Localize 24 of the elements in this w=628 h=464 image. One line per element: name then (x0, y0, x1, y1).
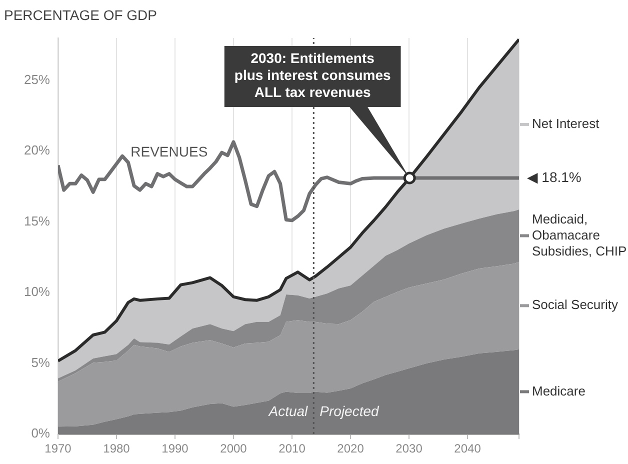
series-label: REVENUES (130, 144, 208, 160)
y-tick-label: 20% (24, 142, 50, 158)
annotation: 2030: Entitlements plus interest consumes ALL tax revenues (234, 50, 391, 100)
x-tick-label: 1980 (103, 442, 130, 456)
legend-label: Net Interest (532, 116, 600, 132)
legend-label: Medicaid, Obamacare Subsidies, CHIP (532, 211, 627, 258)
y-tick-label: 15% (24, 213, 50, 228)
x-tick-label: 2040 (454, 442, 482, 456)
annotation: ◀ 18.1% (527, 168, 582, 185)
annotation: Projected (320, 402, 380, 419)
y-tick-label: 25% (24, 72, 50, 88)
annotation: Actual (268, 402, 309, 419)
y-tick-label: 10% (24, 284, 50, 300)
x-tick-label: 1990 (162, 442, 189, 456)
x-tick-label: 2030 (396, 442, 423, 456)
x-tick-label: 2020 (337, 442, 364, 456)
legend-label: Social Security (532, 297, 618, 312)
legend-label: Medicare (532, 383, 586, 398)
y-tick-label: 5% (31, 354, 50, 370)
x-tick-label: 2000 (220, 442, 248, 456)
x-tick-label: 1970 (44, 442, 72, 456)
x-tick-label: 2010 (278, 442, 306, 456)
y-tick-label: 0% (31, 426, 50, 441)
y-axis-title: PERCENTAGE OF GDP (4, 6, 157, 23)
